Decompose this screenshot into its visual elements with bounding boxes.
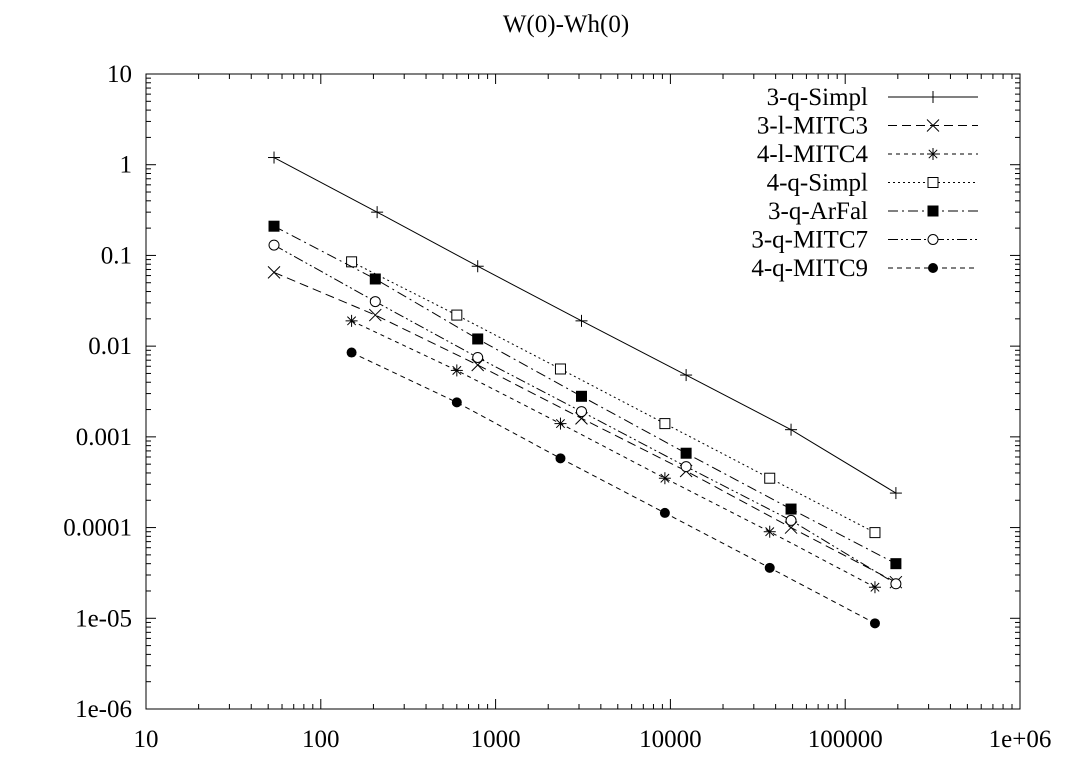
y-tick-label: 1e-06	[75, 696, 132, 723]
data-point	[764, 472, 776, 484]
x-tick-label: 100	[302, 726, 340, 753]
data-point	[680, 447, 692, 459]
data-point	[869, 618, 880, 629]
data-point	[659, 418, 671, 430]
y-tick-label: 0.0001	[63, 515, 132, 542]
data-point	[346, 347, 357, 358]
data-point	[554, 363, 566, 375]
legend-label: 3-q-Simpl	[767, 84, 868, 111]
data-point	[575, 406, 587, 418]
series-4-q-mitc9	[346, 347, 880, 629]
x-tick-label: 1e+06	[989, 726, 1052, 753]
series-line	[351, 352, 876, 624]
series-line	[351, 320, 876, 588]
series-line	[273, 271, 897, 583]
legend-entry-3-l-mitc3: 3-l-MITC3	[757, 113, 978, 140]
series-4-q-simpl	[346, 256, 881, 539]
data-point	[659, 507, 670, 518]
series-line	[351, 261, 876, 534]
series-4-l-mitc4	[345, 314, 881, 594]
y-tick-label: 1	[120, 152, 133, 179]
data-point	[575, 390, 587, 402]
y-tick-label: 0.001	[76, 424, 132, 451]
legend-entry-3-q-mitc7: 3-q-MITC7	[751, 227, 978, 254]
y-tick-label: 1e-05	[75, 605, 132, 632]
data-point	[785, 503, 797, 515]
x-tick-label: 10000	[639, 726, 702, 753]
y-tick-label: 10	[107, 61, 132, 88]
y-tick-label: 0.1	[101, 242, 132, 269]
data-point	[680, 461, 692, 473]
legend-label: 3-q-MITC7	[751, 227, 868, 254]
x-tick-label: 1000	[471, 726, 521, 753]
data-point	[451, 309, 463, 321]
plot-area	[267, 151, 903, 629]
data-point	[555, 453, 566, 464]
axes: 10 100 1000 10000 100000 1e+06 1e-06 1e-05 0.000…	[63, 61, 1051, 753]
legend-label: 4-q-MITC9	[751, 255, 868, 282]
x-tick-label: 10	[134, 726, 159, 753]
y-tick-label: 0.01	[88, 333, 132, 360]
legend-marker	[927, 234, 939, 245]
legend-marker	[927, 177, 939, 188]
data-point	[451, 397, 462, 408]
data-point	[785, 514, 797, 526]
data-point	[268, 239, 280, 251]
legend-marker	[927, 205, 939, 217]
series-3-q-arfal	[268, 220, 902, 570]
legend-label: 4-l-MITC4	[757, 141, 869, 168]
legend-marker	[928, 263, 938, 273]
data-point	[268, 220, 280, 232]
legend-entry-3-q-simpl: 3-q-Simpl	[767, 84, 978, 111]
data-point	[869, 527, 881, 539]
legend-marker	[926, 119, 940, 132]
legend-label: 4-q-Simpl	[767, 170, 868, 197]
data-point	[472, 333, 484, 345]
data-point	[890, 578, 902, 590]
legend: 3-q-Simpl3-l-MITC34-l-MITC44-q-Simpl3-q-…	[751, 84, 978, 282]
plot-frame	[145, 73, 1021, 710]
data-point	[369, 273, 381, 285]
legend-entry-4-l-mitc4: 4-l-MITC4	[757, 141, 978, 168]
legend-label: 3-l-MITC3	[757, 113, 868, 140]
data-point	[267, 266, 281, 279]
series-3-l-mitc3	[267, 266, 903, 589]
data-point	[890, 558, 902, 570]
legend-entry-4-q-mitc9: 4-q-MITC9	[751, 255, 978, 282]
data-point	[472, 351, 484, 363]
series-3-q-simpl	[268, 151, 902, 500]
legend-label: 3-q-ArFal	[768, 198, 868, 225]
chart-title: W(0)-Wh(0)	[503, 11, 629, 38]
x-tick-label: 100000	[808, 726, 883, 753]
data-point	[368, 308, 382, 322]
series-3-q-mitc7	[268, 239, 902, 590]
legend-entry-4-q-simpl: 4-q-Simpl	[767, 170, 978, 197]
data-point	[764, 562, 775, 573]
data-point	[369, 296, 381, 308]
legend-entry-3-q-arfal: 3-q-ArFal	[768, 198, 978, 225]
